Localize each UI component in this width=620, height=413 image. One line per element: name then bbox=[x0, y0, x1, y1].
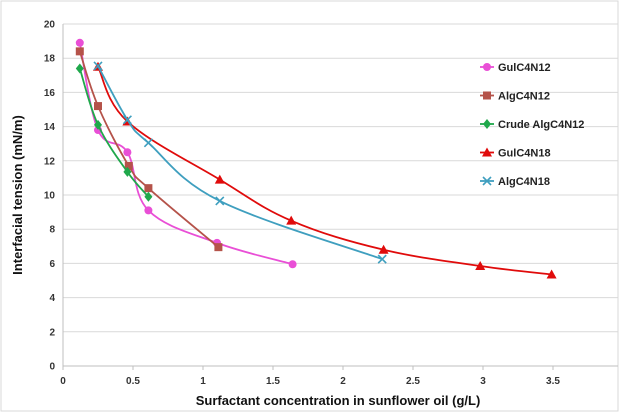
legend-marker-gulc4n12 bbox=[483, 63, 491, 71]
y-tick-label: 8 bbox=[49, 225, 55, 236]
x-tick-label: 3.5 bbox=[546, 376, 560, 387]
series-line-crude-algc4n12 bbox=[78, 68, 150, 198]
data-point-gulc4n12 bbox=[144, 206, 153, 215]
y-tick-label: 10 bbox=[44, 191, 56, 202]
y-tick-label: 4 bbox=[49, 293, 55, 304]
x-tick-label: 2 bbox=[340, 376, 346, 387]
data-point-crude-algc4n12 bbox=[144, 191, 153, 202]
data-point-algc4n18 bbox=[215, 196, 225, 206]
series-line-algc4n18 bbox=[97, 65, 383, 260]
series-algc4n18 bbox=[93, 61, 387, 264]
y-axis-title: Interfacial tension (mN/m) bbox=[10, 115, 25, 275]
x-tick-label: 1.5 bbox=[266, 376, 280, 387]
y-tick-label: 20 bbox=[44, 20, 56, 31]
data-point-gulc4n18 bbox=[546, 269, 557, 279]
legend-marker-crude-algc4n12 bbox=[483, 119, 491, 129]
x-tick-label: 2.5 bbox=[406, 376, 420, 387]
data-point-algc4n18 bbox=[143, 138, 153, 148]
series-crude-algc4n12 bbox=[75, 63, 153, 202]
legend-label-gulc4n18: GulC4N18 bbox=[498, 148, 551, 160]
data-point-algc4n12 bbox=[124, 161, 133, 170]
y-tick-label: 0 bbox=[49, 362, 55, 373]
data-point-algc4n12 bbox=[75, 47, 84, 56]
data-point-crude-algc4n12 bbox=[94, 119, 102, 130]
data-point-gulc4n18 bbox=[378, 244, 389, 254]
data-point-gulc4n12 bbox=[123, 148, 132, 157]
legend-label-crude-algc4n12: Crude AlgC4N12 bbox=[498, 119, 584, 131]
data-point-crude-algc4n12 bbox=[123, 166, 132, 177]
data-point-gulc4n12 bbox=[288, 260, 297, 269]
data-point-algc4n12 bbox=[94, 102, 102, 111]
x-axis-title: Surfactant concentration in sunflower oi… bbox=[196, 393, 481, 408]
y-tick-label: 2 bbox=[49, 327, 55, 338]
legend-label-algc4n18: AlgC4N18 bbox=[498, 176, 550, 188]
y-tick-label: 14 bbox=[44, 122, 56, 133]
x-tick-label: 3 bbox=[480, 376, 486, 387]
x-marker-stroke bbox=[93, 61, 103, 71]
x-tick-label: 0.5 bbox=[126, 376, 140, 387]
axes bbox=[62, 24, 618, 370]
y-tick-label: 18 bbox=[44, 54, 56, 65]
x-tick-label: 0 bbox=[60, 376, 66, 387]
series-algc4n12 bbox=[75, 47, 223, 252]
y-tick-label: 16 bbox=[44, 88, 56, 99]
x-marker-stroke bbox=[122, 115, 132, 125]
data-point-gulc4n18 bbox=[475, 260, 486, 270]
x-marker-stroke bbox=[143, 138, 153, 148]
data-point-algc4n18 bbox=[122, 115, 132, 125]
y-tick-label: 6 bbox=[49, 259, 55, 270]
data-series bbox=[75, 38, 557, 279]
data-point-algc4n12 bbox=[214, 243, 223, 252]
legend-marker-gulc4n18 bbox=[482, 147, 492, 157]
legend-marker-algc4n18 bbox=[482, 176, 492, 186]
legend-marker-algc4n12 bbox=[483, 91, 491, 100]
legend: GulC4N12 AlgC4N12 Crude AlgC4N12 GulC4N18 Al… bbox=[480, 62, 584, 188]
x-marker-stroke bbox=[215, 196, 225, 206]
x-tick-label: 1 bbox=[200, 376, 206, 387]
y-tick-label: 12 bbox=[44, 156, 56, 167]
data-point-algc4n18 bbox=[93, 61, 103, 71]
data-point-gulc4n18 bbox=[286, 215, 297, 225]
data-point-gulc4n18 bbox=[214, 174, 225, 184]
data-point-algc4n12 bbox=[144, 184, 153, 193]
legend-label-algc4n12: AlgC4N12 bbox=[498, 91, 550, 103]
legend-label-gulc4n12: GulC4N12 bbox=[498, 62, 551, 74]
gridlines bbox=[63, 23, 618, 333]
x-marker-stroke bbox=[377, 254, 387, 264]
data-point-algc4n18 bbox=[377, 254, 387, 264]
x-tick-labels: 00.511.522.533.54 bbox=[60, 376, 560, 387]
data-point-gulc4n12 bbox=[75, 38, 84, 47]
y-tick-labels: 0 2 4 6 8 10 12 14 16 18 20 bbox=[44, 20, 56, 373]
data-point-crude-algc4n12 bbox=[75, 63, 84, 74]
x-marker-stroke bbox=[482, 176, 492, 186]
